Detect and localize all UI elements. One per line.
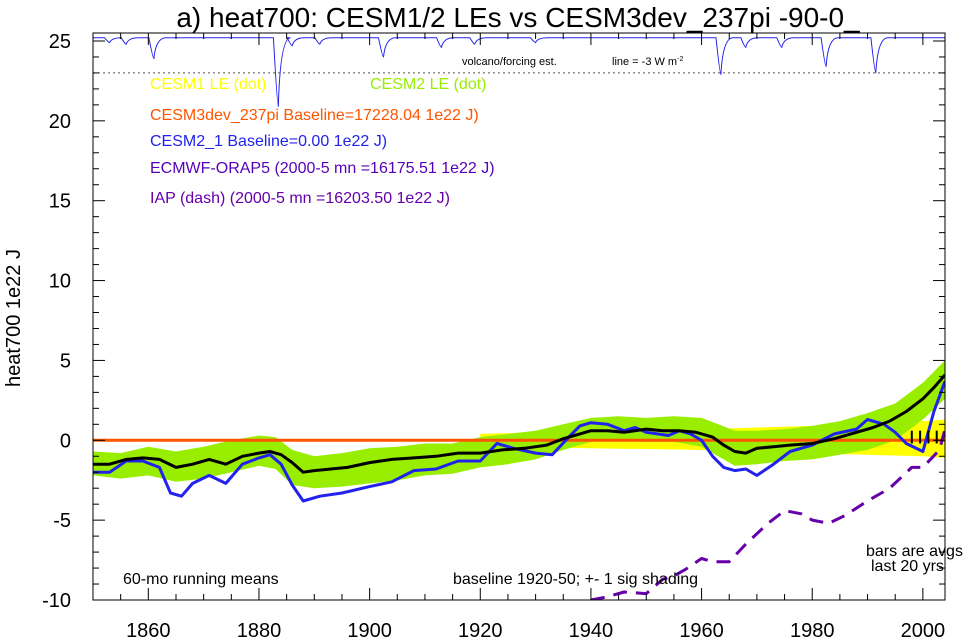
volcano-forcing-panel [92,37,946,108]
x-tick-label: 1900 [347,620,392,641]
legend-entry: CESM2_1 Baseline=0.00 1e22 J) [150,133,387,150]
reference-line-label: line = -3 W m-2 [612,56,683,68]
x-tick-label: 1860 [126,620,171,641]
baseline-note: baseline 1920-50; +- 1 sig shading [453,571,698,588]
y-tick-label: 20 [49,111,71,133]
series-line-3 [590,428,945,600]
legend-entry: CESM1 LE (dot) [150,76,266,93]
legend-entry: ECMWF-ORAP5 (2000-5 mn =16175.51 1e22 J) [150,160,495,177]
x-tick-label: 1880 [237,620,282,641]
plot-frame [92,32,946,601]
y-tick-label: -10 [42,590,71,612]
y-tick-label: 25 [49,31,71,53]
bars-note-line-1: bars are avgs [866,543,963,560]
legend-entry: CESM3dev_237pi Baseline=17228.04 1e22 J) [150,107,479,124]
y-tick-label: 10 [49,271,71,293]
x-tick-label: 1960 [679,620,724,641]
volcano-label: volcano/forcing est. [462,56,557,68]
y-tick-label: 0 [60,430,71,452]
legend-entry: CESM2 LE (dot) [370,76,486,93]
legend: CESM1 LE (dot) CESM2 LE (dot) CESM3dev_237… [150,76,495,207]
series-line-2 [93,373,945,474]
axes: 1860 1880 1900 1920 1940 1960 1980 2000 -10 -5 0 5 1… [42,31,946,641]
y-tick-label: 5 [60,350,71,372]
bars-note-line-2: last 20 yrs [871,558,944,575]
x-tick-label: 1940 [569,620,614,641]
x-tick-label: 1920 [458,620,503,641]
legend-entry: IAP (dash) (2000-5 mn =16203.50 1e22 J) [150,190,450,207]
x-tick-label: 1980 [790,620,835,641]
volcano-forcing-line [92,37,946,108]
x-tick-label: 2000 [901,620,946,641]
running-means-note: 60-mo running means [123,571,279,588]
band-1 [93,360,945,489]
y-tick-label: 15 [49,191,71,213]
chart-title: a) heat700: CESM1/2 LEs vs CESM3dev_237p… [176,2,860,33]
y-axis-label: heat700 1e22 J [3,249,25,387]
plot-area [93,360,945,600]
y-tick-label: -5 [53,510,71,532]
